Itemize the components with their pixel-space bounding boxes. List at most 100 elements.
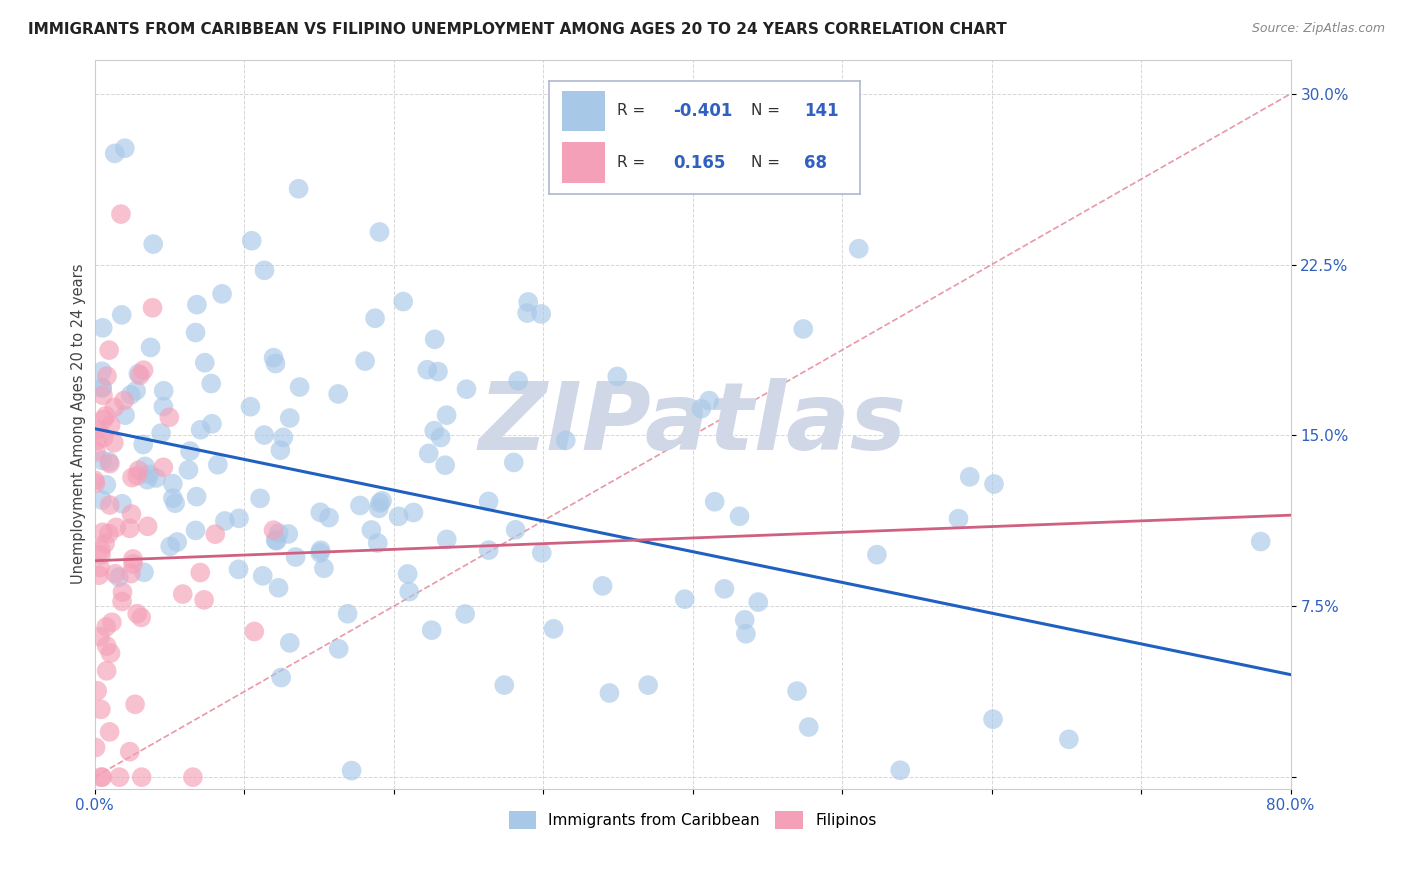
Point [97, 526, 120, 541]
Point [367, 536, 389, 550]
Point [429, 430, 451, 444]
Point [84, 740, 107, 755]
Point [132, 363, 155, 377]
Point [371, 493, 394, 508]
Point [120, 388, 142, 402]
Point [264, 533, 287, 548]
Text: IMMIGRANTS FROM CARIBBEAN VS FILIPINO UNEMPLOYMENT AMONG AGES 20 TO 24 YEARS COR: IMMIGRANTS FROM CARIBBEAN VS FILIPINO UN… [28, 22, 1007, 37]
Point [83, 473, 105, 487]
Point [94, 409, 117, 423]
Point [114, 408, 136, 422]
Point [734, 626, 756, 640]
Point [239, 400, 262, 414]
Point [91, 493, 114, 508]
Point [93, 431, 115, 445]
Point [98, 343, 121, 358]
Point [402, 506, 425, 520]
Text: Source: ZipAtlas.com: Source: ZipAtlas.com [1251, 22, 1385, 36]
Point [981, 712, 1004, 726]
Point [228, 562, 250, 576]
Point [90, 770, 112, 784]
Point [179, 444, 201, 458]
Point [172, 587, 194, 601]
Point [87, 423, 110, 437]
Point [200, 376, 222, 391]
Point [98, 457, 121, 471]
Point [267, 581, 290, 595]
Point [728, 509, 751, 524]
Point [530, 307, 553, 321]
Point [889, 763, 911, 777]
Point [263, 351, 285, 365]
Point [141, 301, 163, 315]
Point [211, 286, 233, 301]
Point [270, 671, 292, 685]
Point [104, 146, 127, 161]
Point [309, 543, 332, 558]
Point [132, 437, 155, 451]
Point [436, 533, 458, 547]
Point [530, 546, 553, 560]
Point [703, 494, 725, 508]
Point [284, 549, 307, 564]
Point [797, 720, 820, 734]
Point [396, 566, 419, 581]
Point [157, 410, 180, 425]
Point [91, 320, 114, 334]
Point [87, 568, 110, 582]
Point [100, 646, 122, 660]
Point [121, 470, 143, 484]
Point [318, 510, 340, 524]
Point [96, 639, 118, 653]
Point [360, 523, 382, 537]
Point [114, 141, 136, 155]
Point [120, 566, 142, 581]
Y-axis label: Unemployment Among Ages 20 to 24 years: Unemployment Among Ages 20 to 24 years [72, 264, 86, 584]
Point [91, 770, 114, 784]
Point [264, 357, 287, 371]
Point [162, 491, 184, 505]
Point [278, 636, 301, 650]
Point [392, 294, 415, 309]
Point [416, 362, 439, 376]
Point [387, 509, 409, 524]
Point [96, 369, 118, 384]
Point [91, 388, 114, 402]
Point [734, 613, 756, 627]
Point [786, 684, 808, 698]
Point [502, 455, 524, 469]
Point [249, 491, 271, 506]
Point [271, 430, 294, 444]
Point [129, 368, 152, 383]
Point [100, 418, 122, 433]
Point [108, 770, 131, 784]
Point [201, 417, 224, 431]
Point [367, 501, 389, 516]
Point [420, 623, 443, 637]
Point [598, 686, 620, 700]
Point [91, 381, 114, 395]
Point [309, 546, 332, 560]
Point [494, 678, 516, 692]
Point [166, 535, 188, 549]
Point [287, 182, 309, 196]
Point [112, 393, 135, 408]
Point [253, 428, 276, 442]
Point [111, 585, 134, 599]
Point [134, 459, 156, 474]
Point [277, 527, 299, 541]
Point [592, 579, 614, 593]
Point [340, 764, 363, 778]
Point [136, 473, 159, 487]
Point [543, 622, 565, 636]
Point [1250, 534, 1272, 549]
Point [983, 477, 1005, 491]
Point [152, 400, 174, 414]
Point [111, 594, 134, 608]
Point [139, 340, 162, 354]
Point [152, 460, 174, 475]
Point [866, 548, 889, 562]
Point [91, 525, 114, 540]
Point [165, 496, 187, 510]
Point [426, 365, 449, 379]
